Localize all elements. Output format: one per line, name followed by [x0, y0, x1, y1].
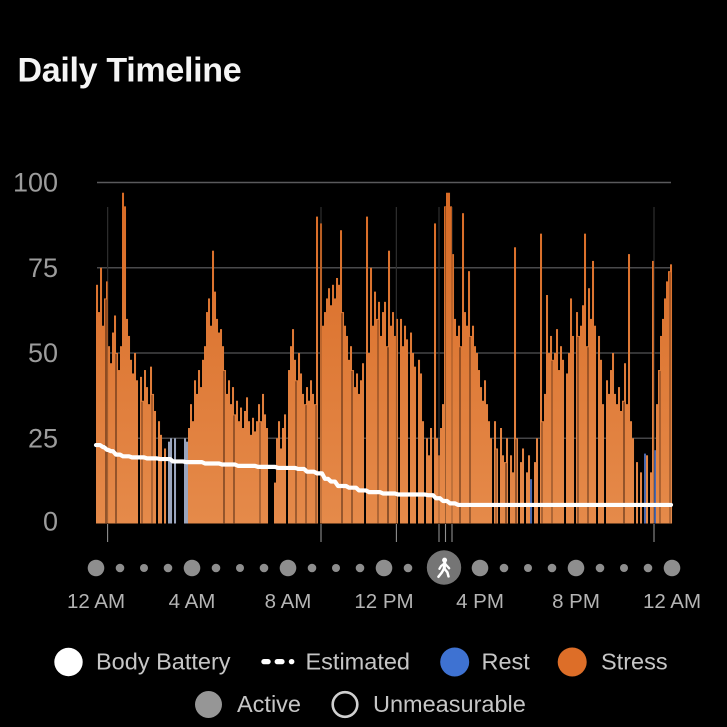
svg-text:8 PM: 8 PM	[552, 590, 600, 613]
svg-text:4 PM: 4 PM	[456, 590, 504, 613]
svg-text:8 AM: 8 AM	[265, 590, 312, 613]
svg-text:4 AM: 4 AM	[169, 590, 216, 613]
svg-text:Active: Active	[237, 691, 301, 717]
svg-text:Body Battery: Body Battery	[96, 649, 231, 675]
svg-text:0: 0	[43, 507, 58, 537]
svg-text:Estimated: Estimated	[306, 649, 411, 675]
svg-text:12 AM: 12 AM	[67, 590, 125, 613]
svg-text:Rest: Rest	[482, 649, 531, 675]
svg-text:25: 25	[28, 423, 58, 453]
svg-text:50: 50	[28, 338, 58, 368]
svg-text:75: 75	[28, 253, 58, 283]
svg-text:12 PM: 12 PM	[354, 590, 413, 613]
svg-text:12 AM: 12 AM	[643, 590, 701, 613]
svg-text:Stress: Stress	[601, 649, 668, 675]
svg-text:100: 100	[13, 168, 58, 198]
svg-text:Unmeasurable: Unmeasurable	[373, 691, 526, 717]
svg-text:Daily Timeline: Daily Timeline	[18, 52, 242, 90]
